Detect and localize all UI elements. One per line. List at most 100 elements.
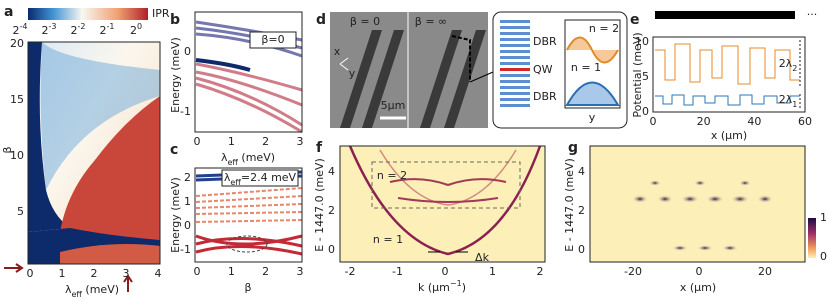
panel-label: a — [4, 4, 13, 20]
colorbar-tick-label: 2-2 — [71, 22, 86, 37]
annotation: λeff=2.4 meV — [224, 171, 297, 187]
mode-label: n = 1 — [571, 61, 601, 74]
colorbar — [28, 8, 148, 20]
x-tick-label: 2 — [262, 135, 269, 148]
axes-frame — [194, 167, 303, 263]
x-tick-label: 1 — [228, 135, 235, 148]
panel-label: e — [630, 12, 640, 28]
y-axis-label: Potential (meV) — [631, 32, 644, 117]
y-axis-label: Energy (meV) — [169, 37, 182, 113]
y-axis-label: Energy (meV) — [169, 177, 182, 253]
y-tick-label: -1 — [180, 243, 191, 256]
colorbar-tick-label: 2-1 — [100, 22, 115, 37]
heatmap-region — [40, 42, 160, 190]
panel-d — [330, 11, 628, 129]
x-tick-label: 60 — [798, 115, 812, 128]
layer-label: DBR — [533, 90, 557, 103]
annotation: β=0 — [261, 33, 284, 46]
heatmap-region — [60, 244, 160, 264]
x-tick-label: 4 — [155, 267, 162, 280]
y-tick-label: 0 — [578, 243, 585, 256]
colorbar — [808, 218, 816, 258]
x-tick-label: 0 — [442, 265, 449, 278]
label-part: -1 — [107, 22, 115, 31]
x-tick-label: 0 — [27, 267, 34, 280]
potential-n2 — [655, 43, 800, 85]
label-part: =2.4 meV — [241, 171, 297, 184]
label-part: eff — [71, 290, 82, 298]
label-part: 2 — [71, 24, 78, 37]
y-tick-label: 1 — [184, 195, 191, 208]
band — [195, 62, 303, 134]
y-tick-label: 0 — [642, 105, 649, 118]
y-tick-label: 10 — [635, 35, 649, 48]
potential-n1 — [655, 94, 800, 106]
y-tick-label: 2 — [328, 204, 335, 217]
highlight — [226, 235, 268, 253]
arrow — [123, 274, 133, 292]
panel-a — [4, 8, 161, 292]
y-tick-label: 2 — [578, 204, 585, 217]
label-part: 1 — [792, 100, 797, 109]
label-part: 0 — [137, 22, 142, 31]
y-tick-label: 4 — [578, 165, 585, 178]
y-tick-label: 4 — [328, 165, 335, 178]
panel-label: b — [170, 12, 180, 28]
label-part: (meV) — [238, 151, 275, 164]
axis-icon-label: y — [349, 67, 356, 80]
axes-frame — [652, 36, 806, 113]
x-tick-label: -2 — [345, 265, 356, 278]
image-label: β = 0 — [350, 15, 380, 28]
mode-axis-label: y — [589, 111, 596, 124]
x-axis-label: β — [244, 281, 251, 294]
x-tick-label: 1 — [59, 267, 66, 280]
x-tick-label: 2 — [262, 265, 269, 278]
layer-label: DBR — [533, 35, 557, 48]
chain — [655, 11, 795, 19]
x-tick-label: 3 — [297, 135, 304, 148]
image-label: β = ∞ — [415, 15, 447, 28]
x-tick-label: 0 — [696, 265, 703, 278]
y-tick-label: 20 — [10, 37, 24, 50]
x-axis-label: x (μm) — [711, 129, 747, 142]
label-part: 2 — [42, 24, 49, 37]
label-part: eff — [230, 178, 241, 187]
annotation: 2λ2 — [779, 57, 798, 73]
label-part: -3 — [49, 22, 57, 31]
sem-structure — [340, 30, 486, 128]
x-tick-label: 0 — [194, 265, 201, 278]
x-tick-label: 2 — [91, 267, 98, 280]
panel-g — [589, 145, 816, 263]
label-part: λ — [65, 283, 72, 296]
x-tick-label: 0 — [650, 115, 657, 128]
x-tick-label: 1 — [489, 265, 496, 278]
label-part: -2 — [78, 22, 86, 31]
label-part: eff — [227, 158, 238, 167]
dispersion-n2 — [379, 149, 517, 206]
y-tick-label: 0 — [328, 243, 335, 256]
y-axis-label: E - 1447.0 (meV) — [313, 158, 326, 252]
arrow — [4, 263, 24, 273]
y-tick-label: 0 — [184, 45, 191, 58]
label-part: (meV) — [82, 283, 119, 296]
y-tick-label: 10 — [10, 149, 24, 162]
label-part: ) — [462, 281, 466, 294]
colorbar-tick-label: 0 — [820, 250, 827, 263]
panel-label: c — [170, 142, 178, 158]
colorbar-tick-label: 2-3 — [42, 22, 57, 37]
y-tick-label: 5 — [17, 205, 24, 218]
axes-frame — [194, 11, 303, 133]
panel-c — [194, 167, 303, 263]
band — [195, 234, 303, 256]
quantum-well — [500, 68, 530, 71]
ellipsis: ··· — [807, 8, 818, 21]
sem-image — [330, 12, 488, 128]
annotation-box — [221, 169, 299, 187]
mode-box — [564, 19, 621, 109]
panel-label: g — [568, 140, 578, 156]
x-tick-label: 3 — [123, 267, 130, 280]
colorbar-tick-label: 2-4 — [13, 22, 28, 37]
panel-label: f — [316, 140, 323, 156]
axes-frame — [27, 41, 161, 265]
